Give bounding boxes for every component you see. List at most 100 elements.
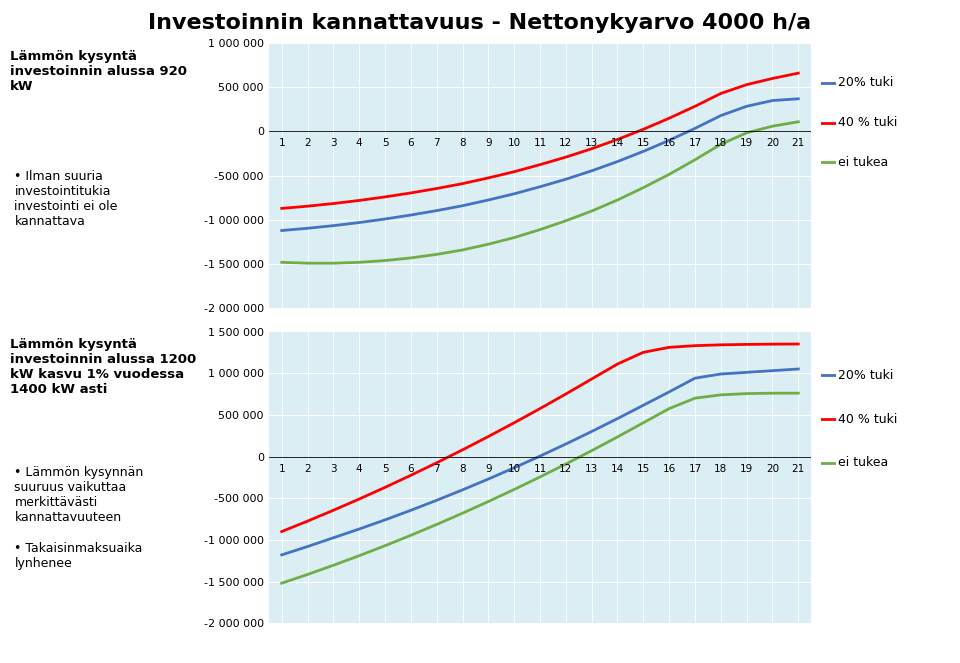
ei tukea	[663, 404, 675, 412]
Text: 17: 17	[688, 464, 702, 474]
40 % tuki	[379, 193, 391, 201]
Text: 20% tuki: 20% tuki	[838, 76, 894, 90]
40 % tuki	[483, 174, 494, 182]
40 % tuki	[353, 196, 365, 204]
ei tukea	[379, 257, 391, 265]
20% tuki	[276, 227, 287, 235]
40 % tuki	[612, 135, 623, 143]
Text: 14: 14	[611, 464, 624, 474]
Text: 11: 11	[534, 464, 546, 474]
40 % tuki	[715, 90, 727, 97]
40 % tuki	[663, 114, 675, 122]
Text: 16: 16	[662, 138, 676, 148]
Text: 12: 12	[560, 464, 572, 474]
Text: 7: 7	[433, 464, 440, 474]
ei tukea	[637, 184, 649, 192]
ei tukea	[431, 520, 443, 528]
40 % tuki	[483, 432, 494, 440]
Text: 10: 10	[508, 138, 520, 148]
40 % tuki	[741, 81, 753, 89]
Text: Lämmön kysyntä
investoinnin alussa 920
kW: Lämmön kysyntä investoinnin alussa 920 k…	[10, 50, 186, 93]
20% tuki	[715, 111, 727, 119]
20% tuki	[586, 428, 597, 436]
ei tukea	[767, 389, 779, 397]
ei tukea	[560, 460, 571, 468]
40 % tuki	[457, 180, 468, 188]
20% tuki	[793, 365, 804, 373]
40 % tuki	[586, 145, 597, 152]
Text: ei tukea: ei tukea	[838, 456, 888, 469]
20% tuki	[612, 414, 623, 422]
ei tukea	[793, 389, 804, 397]
20% tuki	[767, 97, 779, 105]
ei tukea	[509, 485, 520, 493]
20% tuki	[560, 175, 571, 183]
40 % tuki	[509, 168, 520, 176]
ei tukea	[301, 570, 313, 578]
40 % tuki	[405, 471, 417, 479]
40 % tuki	[301, 517, 313, 525]
ei tukea	[793, 118, 804, 126]
Text: 18: 18	[714, 464, 728, 474]
Text: 20% tuki: 20% tuki	[838, 369, 894, 382]
40 % tuki	[767, 74, 779, 82]
Text: Lämmön kysyntä
investoinnin alussa 1200
kW kasvu 1% vuodessa
1400 kW asti: Lämmön kysyntä investoinnin alussa 1200 …	[10, 338, 196, 396]
20% tuki	[612, 158, 623, 166]
Text: 21: 21	[792, 138, 804, 148]
20% tuki	[353, 525, 365, 533]
Text: • Takaisinmaksuaika
lynhenee: • Takaisinmaksuaika lynhenee	[14, 542, 143, 570]
Text: 15: 15	[636, 138, 650, 148]
Text: 2: 2	[304, 464, 311, 474]
40 % tuki	[560, 153, 571, 161]
Text: 1: 1	[278, 138, 285, 148]
Text: 13: 13	[585, 464, 598, 474]
40 % tuki	[586, 375, 597, 383]
ei tukea	[405, 254, 417, 262]
ei tukea	[353, 259, 365, 267]
40 % tuki	[637, 125, 649, 133]
20% tuki	[431, 497, 443, 505]
40 % tuki	[431, 459, 443, 467]
40 % tuki	[793, 69, 804, 77]
40 % tuki	[612, 360, 623, 368]
ei tukea	[741, 390, 753, 398]
Text: 9: 9	[485, 464, 492, 474]
20% tuki	[379, 516, 391, 524]
Text: 8: 8	[459, 138, 466, 148]
Text: 12: 12	[560, 138, 572, 148]
Text: 18: 18	[714, 138, 728, 148]
Text: 13: 13	[585, 138, 598, 148]
ei tukea	[767, 122, 779, 130]
40 % tuki	[715, 341, 727, 349]
20% tuki	[405, 507, 417, 514]
Text: 15: 15	[636, 464, 650, 474]
ei tukea	[405, 531, 417, 539]
40 % tuki	[509, 419, 520, 427]
20% tuki	[534, 183, 545, 191]
20% tuki	[560, 440, 571, 448]
20% tuki	[637, 147, 649, 155]
ei tukea	[663, 170, 675, 178]
ei tukea	[457, 246, 468, 254]
Text: 40 % tuki: 40 % tuki	[838, 116, 898, 129]
ei tukea	[612, 196, 623, 204]
ei tukea	[327, 259, 339, 267]
40 % tuki	[767, 340, 779, 348]
Text: 40 % tuki: 40 % tuki	[838, 412, 898, 426]
ei tukea	[301, 259, 313, 267]
Text: 2: 2	[304, 138, 311, 148]
40 % tuki	[689, 341, 701, 349]
ei tukea	[327, 562, 339, 570]
20% tuki	[301, 542, 313, 550]
20% tuki	[509, 190, 520, 198]
Text: 14: 14	[611, 138, 624, 148]
20% tuki	[767, 367, 779, 375]
40 % tuki	[327, 200, 339, 208]
20% tuki	[663, 137, 675, 145]
ei tukea	[276, 579, 287, 587]
Line: 40 % tuki: 40 % tuki	[281, 344, 799, 532]
ei tukea	[689, 156, 701, 164]
ei tukea	[483, 497, 494, 505]
40 % tuki	[276, 204, 287, 212]
Text: 16: 16	[662, 464, 676, 474]
